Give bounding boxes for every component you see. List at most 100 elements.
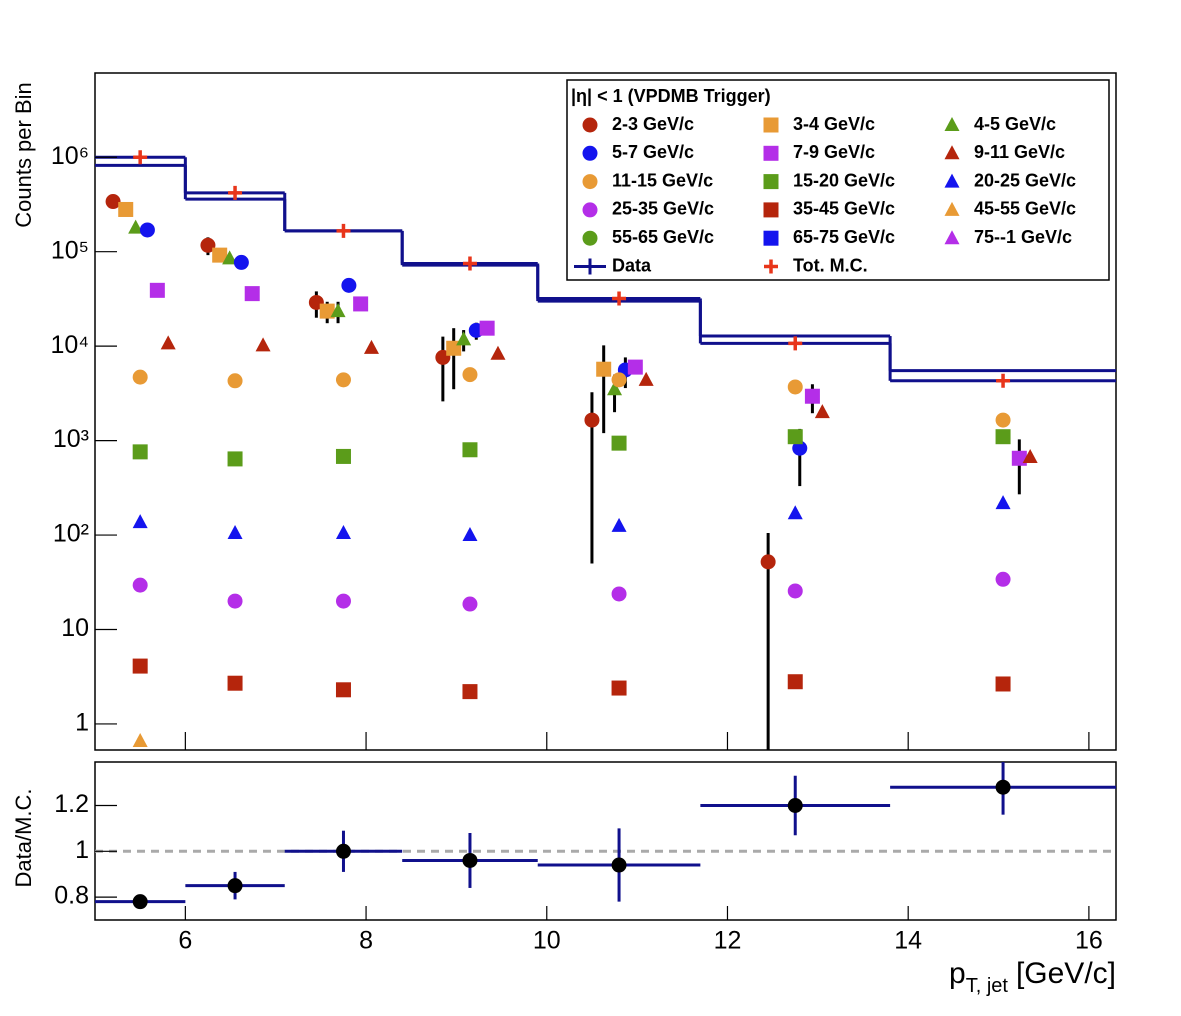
legend-marker (763, 117, 779, 133)
marker (363, 339, 379, 354)
marker (995, 676, 1011, 692)
marker (227, 373, 243, 389)
marker (133, 150, 148, 165)
legend-marker (944, 201, 960, 216)
marker (132, 658, 148, 674)
marker (353, 296, 369, 312)
y-tick-label: 10³ (53, 425, 89, 453)
y-tick-label: 1 (75, 836, 89, 864)
marker (787, 583, 803, 599)
marker (132, 894, 148, 910)
marker (462, 527, 478, 542)
y-tick-label: 10² (53, 520, 89, 548)
legend-label: 65-75 GeV/c (793, 227, 895, 247)
marker (787, 674, 803, 690)
marker (227, 675, 243, 691)
marker (227, 525, 243, 540)
marker (462, 367, 478, 383)
marker (1022, 449, 1038, 464)
marker (341, 277, 357, 293)
marker (995, 495, 1011, 510)
marker (760, 554, 776, 570)
marker (105, 194, 121, 210)
marker (479, 320, 495, 336)
marker (335, 372, 351, 388)
marker (233, 254, 249, 270)
marker (638, 371, 654, 386)
x-label-sub: T, jet (966, 975, 1009, 997)
marker (222, 250, 238, 265)
legend-label: 25-35 GeV/c (612, 199, 714, 219)
marker (255, 337, 271, 352)
marker (607, 381, 623, 396)
legend-marker (582, 174, 598, 190)
legend-marker (582, 145, 598, 161)
legend-marker (582, 230, 598, 246)
marker (611, 680, 627, 696)
x-tick-label: 6 (178, 927, 192, 955)
marker (335, 682, 351, 698)
legend-marker (944, 145, 960, 160)
legend-marker (582, 202, 598, 218)
marker (611, 857, 627, 873)
marker (244, 286, 260, 302)
legend-label: 5-7 GeV/c (612, 142, 694, 162)
x-tick-label: 16 (1075, 927, 1103, 955)
x-tick-label: 8 (359, 927, 373, 955)
y-axis-label: Counts per Bin (11, 82, 36, 228)
marker (612, 291, 627, 306)
marker (336, 223, 351, 238)
marker (456, 331, 472, 346)
marker (132, 444, 148, 460)
y-tick-label: 10⁶ (51, 142, 89, 170)
legend-marker (574, 258, 606, 275)
marker (132, 577, 148, 593)
marker (995, 779, 1011, 795)
marker (787, 379, 803, 395)
marker (596, 361, 612, 377)
marker (227, 878, 243, 894)
marker (627, 359, 643, 375)
marker (118, 201, 134, 217)
marker (335, 593, 351, 609)
marker (139, 222, 155, 238)
marker (787, 505, 803, 520)
marker (462, 442, 478, 458)
marker (584, 412, 600, 428)
legend-marker (944, 230, 960, 245)
legend-marker (582, 117, 598, 133)
marker (996, 373, 1011, 388)
marker (995, 429, 1011, 445)
x-tick-label: 14 (894, 927, 922, 955)
marker (814, 404, 830, 419)
y-tick-label: 10⁵ (51, 236, 89, 264)
legend-label: 20-25 GeV/c (974, 170, 1076, 190)
legend-title: |η| < 1 (VPDMB Trigger) (571, 86, 771, 106)
legend-label: Tot. M.C. (793, 255, 868, 275)
legend-label: 3-4 GeV/c (793, 114, 875, 134)
y-tick-label: 10 (61, 614, 89, 642)
x-tick-label: 10 (533, 927, 561, 955)
y-tick-label: 10⁴ (50, 331, 89, 359)
marker (160, 335, 176, 350)
marker (787, 429, 803, 445)
legend-label: 11-15 GeV/c (612, 170, 713, 190)
legend-label: 2-3 GeV/c (612, 114, 694, 134)
legend-label: 45-55 GeV/c (974, 199, 1076, 219)
marker (335, 448, 351, 464)
marker (132, 514, 148, 529)
marker (804, 388, 820, 404)
legend-box (566, 79, 1110, 281)
ratio-y-axis-label: Data/M.C. (11, 788, 36, 887)
marker (792, 440, 808, 456)
marker (490, 345, 506, 360)
legend-marker (763, 202, 779, 218)
legend-marker (763, 145, 779, 161)
marker (227, 451, 243, 467)
marker (462, 684, 478, 700)
bottom-frame (94, 761, 1117, 921)
marker (132, 369, 148, 385)
marker (200, 237, 216, 253)
y-tick-label: 1.2 (54, 790, 89, 818)
